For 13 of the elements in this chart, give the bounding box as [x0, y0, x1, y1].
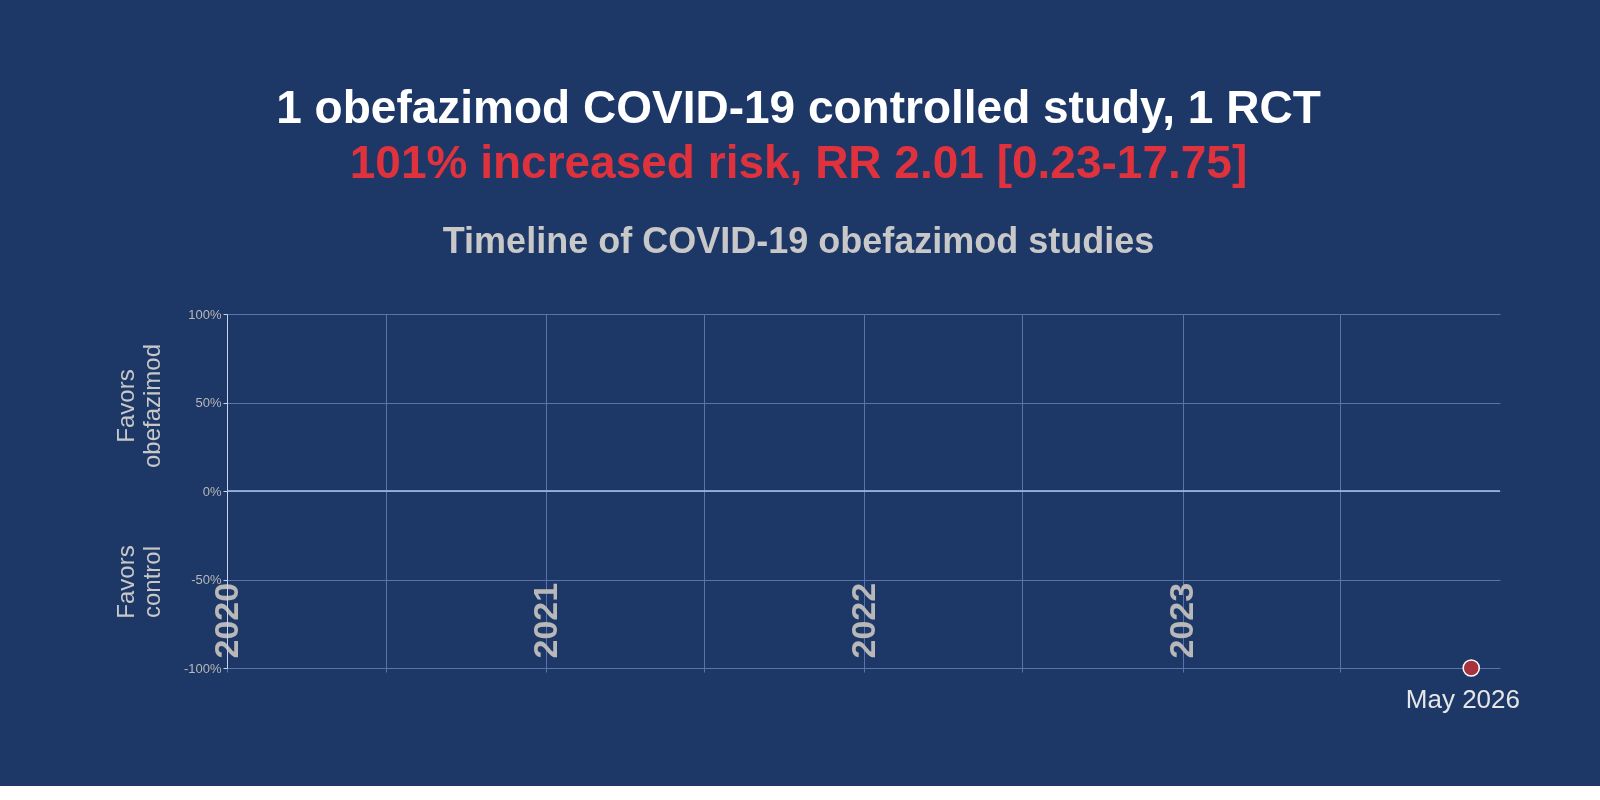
x-tick-label: 2023	[1162, 582, 1201, 659]
text: Timeline of COVID-19 obefazimod studies	[442, 220, 1155, 261]
text: Favors obefazimod	[112, 343, 166, 469]
y-tick-label: 0%	[202, 483, 222, 499]
chart-subtitle: 101% increased risk, RR 2.01 [0.23-17.75]	[349, 136, 1248, 188]
text: May 2026	[1405, 684, 1520, 714]
y-tick-label: 100%	[188, 306, 222, 322]
y-tick-label: 50%	[195, 395, 222, 410]
x-tick-label: 2022	[843, 582, 882, 659]
y-tick-label: -100%	[183, 660, 222, 676]
chart-title: 1 obefazimod COVID-19 controlled study, 1 RCT	[276, 81, 1321, 133]
x-tick-label: 2021	[525, 582, 564, 659]
text: Favors control	[112, 545, 166, 619]
